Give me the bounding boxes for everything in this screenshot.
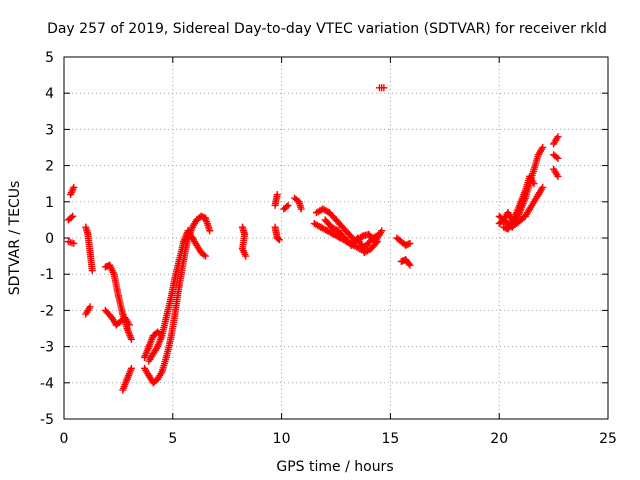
x-tick-label: 15 <box>381 431 399 447</box>
data-point <box>284 201 292 209</box>
x-tick-label: 10 <box>273 431 291 447</box>
data-point <box>273 191 281 199</box>
plot-frame <box>63 56 609 420</box>
data-point <box>554 172 562 180</box>
x-axis-label: GPS time / hours <box>276 459 393 475</box>
data-point <box>553 153 561 161</box>
chart-title: Day 257 of 2019, Sidereal Day-to-day VTE… <box>47 21 607 37</box>
data-point <box>380 84 388 92</box>
y-tick-label: 2 <box>45 159 54 175</box>
data-point <box>539 183 547 191</box>
data-point <box>67 213 75 221</box>
data-point <box>88 267 96 275</box>
y-tick-labels: -5 -4 -3 -2 -1 0 1 2 3 4 5 <box>40 50 54 428</box>
data-point <box>406 239 414 247</box>
x-tick-label: 20 <box>490 431 508 447</box>
y-tick-label: 5 <box>45 50 54 66</box>
y-tick-label: -3 <box>40 340 54 356</box>
data-point <box>530 180 538 188</box>
y-tick-label: -4 <box>40 376 54 392</box>
data-point <box>125 321 133 329</box>
y-tick-label: 0 <box>45 231 54 247</box>
data-point <box>127 335 135 343</box>
data-point <box>406 261 414 269</box>
data-point <box>554 133 562 141</box>
y-tick-label: -5 <box>40 412 54 428</box>
data-points <box>64 84 562 394</box>
x-tick-label: 25 <box>599 431 617 447</box>
x-tick-label: 0 <box>60 431 69 447</box>
data-point <box>554 154 562 162</box>
y-tick-label: 4 <box>45 86 54 102</box>
y-tick-label: -2 <box>40 303 54 319</box>
data-point <box>405 260 413 268</box>
data-point <box>127 364 135 372</box>
data-point <box>275 236 283 244</box>
data-point <box>70 239 78 247</box>
data-point <box>297 205 305 213</box>
data-point <box>373 238 381 246</box>
y-axis-label: SDTVAR / TECUs <box>7 181 23 296</box>
data-point <box>242 252 250 260</box>
data-point <box>69 212 77 220</box>
data-point <box>283 203 291 211</box>
x-tick-label: 5 <box>168 431 177 447</box>
x-tick-labels: 0 5 10 15 20 25 <box>60 431 617 447</box>
data-point <box>70 183 78 191</box>
data-point <box>201 252 209 260</box>
data-point <box>539 144 547 151</box>
data-point <box>372 239 380 247</box>
y-tick-label: -1 <box>40 267 54 283</box>
y-tick-label: 1 <box>45 195 54 211</box>
data-point <box>206 227 214 235</box>
data-point <box>86 303 94 311</box>
data-point <box>378 227 386 235</box>
data-point <box>274 235 282 243</box>
y-tick-label: 3 <box>45 122 54 138</box>
data-point <box>200 251 208 259</box>
